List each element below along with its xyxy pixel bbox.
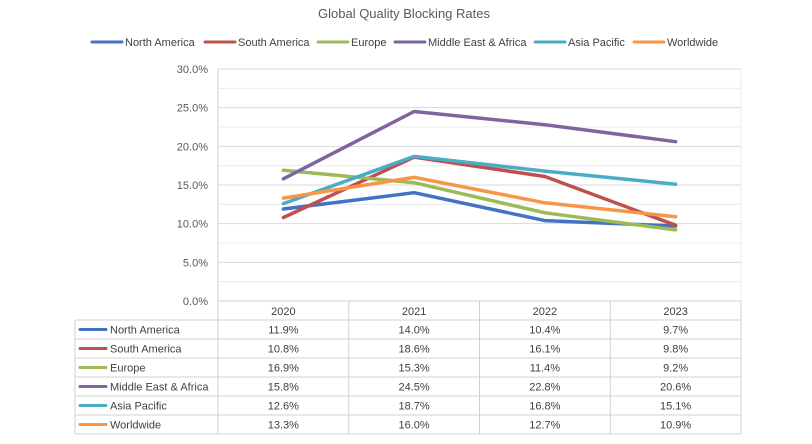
x-tick-label: 2020 [271,306,295,318]
table-cell: 9.2% [663,363,688,375]
table-cell: 16.1% [529,344,560,356]
y-tick-label: 25.0% [177,103,208,115]
series-line [281,175,678,219]
table-cell: 12.6% [268,401,299,413]
table-cell: 24.5% [399,382,430,394]
table-cell: 18.6% [399,344,430,356]
plot-area [281,109,678,232]
table-cell: 12.7% [529,420,560,432]
y-tick-label: 15.0% [177,180,208,192]
legend-label: North America [125,37,196,49]
y-tick-label: 20.0% [177,141,208,153]
y-tick-label: 5.0% [183,257,208,269]
series-line [281,190,678,228]
chart-title: Global Quality Blocking Rates [318,6,490,21]
table-cell: 9.8% [663,344,688,356]
table-cell: 13.3% [268,420,299,432]
gridlines [218,68,741,283]
table-cell: 16.8% [529,401,560,413]
table-cell: 14.0% [399,325,430,337]
table-cell: 10.8% [268,344,299,356]
legend-label: Middle East & Africa [428,37,527,49]
series-line [281,168,678,232]
table-row-label: Asia Pacific [110,401,167,413]
table-row-label: Europe [110,363,145,375]
table-row-label: Middle East & Africa [110,382,209,394]
legend-label: Europe [351,37,386,49]
table-cell: 18.7% [399,401,430,413]
legend-label: South America [238,37,310,49]
y-axis: 0.0% 5.0% 10.0% 15.0% 20.0% 25.0% 30.0% [177,64,208,308]
data-table: 2020 2021 2022 2023 North America 11.9% 14.0% 1… [74,69,742,435]
legend-label: Asia Pacific [568,37,625,49]
table-cell: 11.9% [268,325,299,337]
table-cell: 20.6% [660,382,691,394]
table-cell: 15.1% [660,401,691,413]
table-cell: 11.4% [530,363,561,375]
x-tick-label: 2021 [402,306,426,318]
table-row-label: Worldwide [110,420,161,432]
series-line [281,154,678,206]
y-tick-label: 30.0% [177,64,208,76]
legend-label: Worldwide [667,37,718,49]
table-cell: 10.4% [529,325,560,337]
y-tick-label: 0.0% [183,296,208,308]
table-cell: 15.8% [268,382,299,394]
table-cell: 15.3% [399,363,430,375]
table-cell: 16.9% [268,363,299,375]
legend: North America South America Europe Middle E… [90,37,718,49]
table-row-label: North America [110,325,181,337]
table-row-label: South America [110,344,182,356]
table-cell: 10.9% [660,420,691,432]
series-line [281,109,678,181]
table-cell: 9.7% [663,325,688,337]
x-tick-label: 2023 [663,306,687,318]
x-tick-label: 2022 [533,306,557,318]
y-tick-label: 10.0% [177,219,208,231]
table-cell: 16.0% [399,420,430,432]
table-cell: 22.8% [529,382,560,394]
